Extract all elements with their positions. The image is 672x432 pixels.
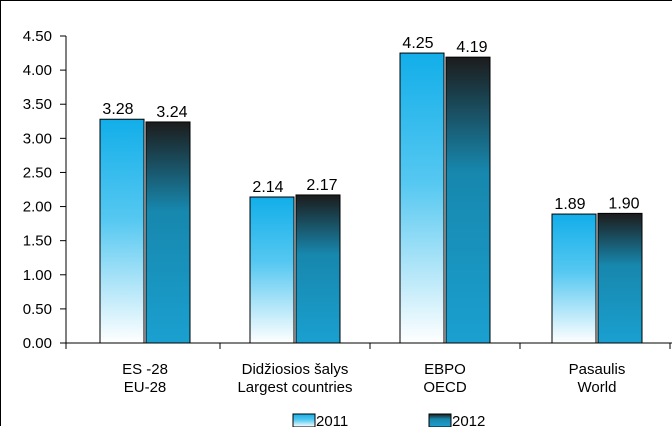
y-tick-label: 4.50: [23, 28, 52, 45]
y-axis-ticks: 0.00 0.50 1.00 1.50 2.00 2.50 3.00 3.50 4.00 4.50: [23, 28, 66, 352]
y-tick-label: 1.50: [23, 233, 52, 250]
bar-2012-4: [597, 212, 643, 344]
bar-2011-2: [249, 196, 295, 344]
x-tick-label: World: [578, 379, 617, 396]
legend: 2011 2012: [292, 413, 485, 430]
x-tick-label: EU-28: [124, 379, 167, 396]
y-tick-label: 2.00: [23, 199, 52, 216]
data-label: 4.25: [402, 35, 433, 52]
legend-swatch-2012: [428, 413, 452, 428]
data-label: 3.24: [156, 104, 187, 121]
legend-label: 2011: [316, 413, 348, 427]
data-label: 1.89: [554, 196, 585, 213]
bar-2012-2: [295, 194, 341, 344]
legend-label: 2012: [452, 413, 485, 427]
legend-swatch-2011: [292, 413, 316, 428]
bar-2012-3: [445, 56, 491, 344]
axes-layer: [65, 36, 672, 349]
y-tick-label: 0.50: [23, 301, 52, 318]
y-tick-label: 4.00: [23, 62, 52, 79]
y-tick-label: 3.50: [23, 96, 52, 113]
y-tick-label: 0.00: [23, 335, 52, 352]
y-tick-label: 1.00: [23, 267, 52, 284]
bar-2011-4: [551, 213, 597, 344]
data-label: 3.28: [102, 101, 133, 118]
bar-2011-3: [399, 52, 445, 344]
bar-2011-1: [99, 118, 145, 344]
x-tick-label: Didžiosios šalys: [242, 361, 349, 378]
x-tick-label: Pasaulis: [569, 361, 626, 378]
bar-2012-1: [145, 121, 191, 344]
x-tick-label: Largest countries: [237, 379, 352, 396]
x-tick-label: OECD: [423, 379, 467, 396]
data-label: 4.19: [456, 39, 487, 56]
x-tick-label: ES -28: [122, 361, 168, 378]
data-label: 2.17: [306, 177, 337, 194]
data-label: 1.90: [608, 195, 639, 212]
y-tick-label: 3.00: [23, 130, 52, 147]
y-tick-label: 2.50: [23, 164, 52, 181]
x-tick-label: EBPO: [424, 361, 466, 378]
data-label: 2.14: [252, 179, 283, 196]
data-labels-layer: 3.28 2.14 4.25 1.89 3.24 2.17 4.19 1.90: [102, 35, 639, 213]
